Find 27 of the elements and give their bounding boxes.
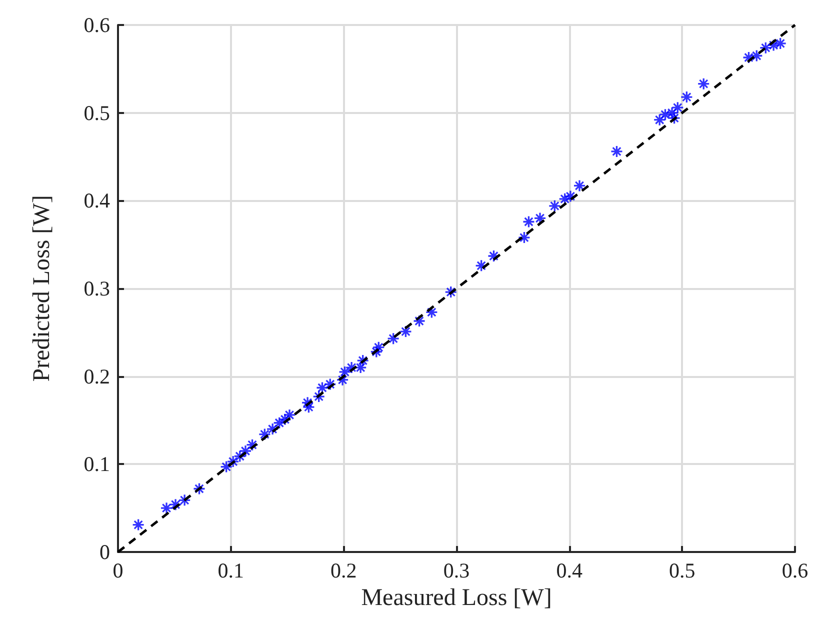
y-tick-label: 0 [100,540,110,564]
y-axis-title: Predicted Loss [W] [29,195,55,382]
point [161,502,172,514]
point [774,38,786,49]
point [574,180,585,192]
point [672,102,684,114]
point [132,519,144,530]
y-tick-label: 0.2 [84,364,110,388]
point [549,200,560,212]
point [284,409,296,420]
y-tick-label: 0.4 [84,188,110,213]
x-tick-label: 0.6 [782,558,808,582]
y-tick-label: 0.1 [84,452,110,476]
point [698,78,710,90]
x-axis-title: Measured Loss [W] [361,585,552,611]
point [523,216,534,228]
x-tick-label: 0.2 [330,558,357,582]
y-tick-label: 0.5 [84,100,110,125]
x-tick-label: 0.1 [218,558,244,582]
point [681,92,692,103]
x-tick-label: 0.5 [669,558,696,582]
x-tick-label: 0.4 [556,558,583,582]
point [611,146,622,157]
y-tick-label: 0.6 [84,13,110,37]
x-tick-label: 0.3 [443,558,470,582]
point [400,326,412,338]
y-tick-label: 0.3 [84,276,110,300]
